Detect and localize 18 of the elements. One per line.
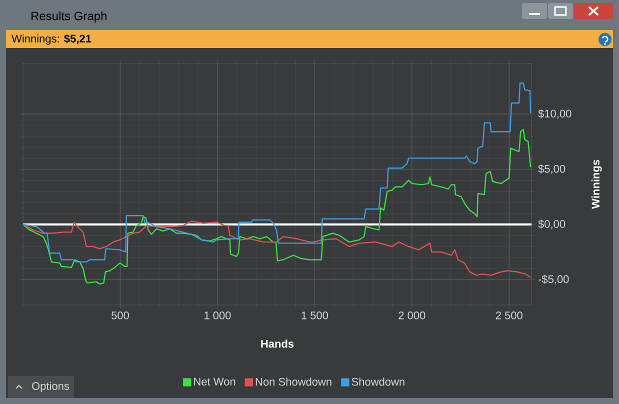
x-tick-label: 1 500 xyxy=(302,312,328,320)
x-tick-label: 2 000 xyxy=(398,312,426,320)
text: Options xyxy=(32,382,70,392)
y-tick-label: $5,00 xyxy=(538,164,566,174)
y-tick-label: $0,00 xyxy=(538,220,566,230)
line-series xyxy=(23,220,532,278)
x-tick-label: 2 500 xyxy=(496,312,522,320)
y-tick-label: $10,00 xyxy=(538,109,572,119)
x-axis-title: Hands xyxy=(261,340,294,348)
chart-subtitle: Winnings: $5,21 xyxy=(12,34,92,45)
y-axis-title: Winnings xyxy=(591,160,602,209)
x-tick-label: 500 xyxy=(111,312,129,320)
chart-title: Results Graph xyxy=(32,11,106,23)
y-tick-label: -$5,00 xyxy=(538,274,569,284)
legend-label: Showdown xyxy=(352,378,404,386)
x-tick-label: 1 000 xyxy=(204,312,231,320)
legend-label: Non Showdown xyxy=(256,378,332,386)
legend-label: Net Won xyxy=(194,378,236,386)
